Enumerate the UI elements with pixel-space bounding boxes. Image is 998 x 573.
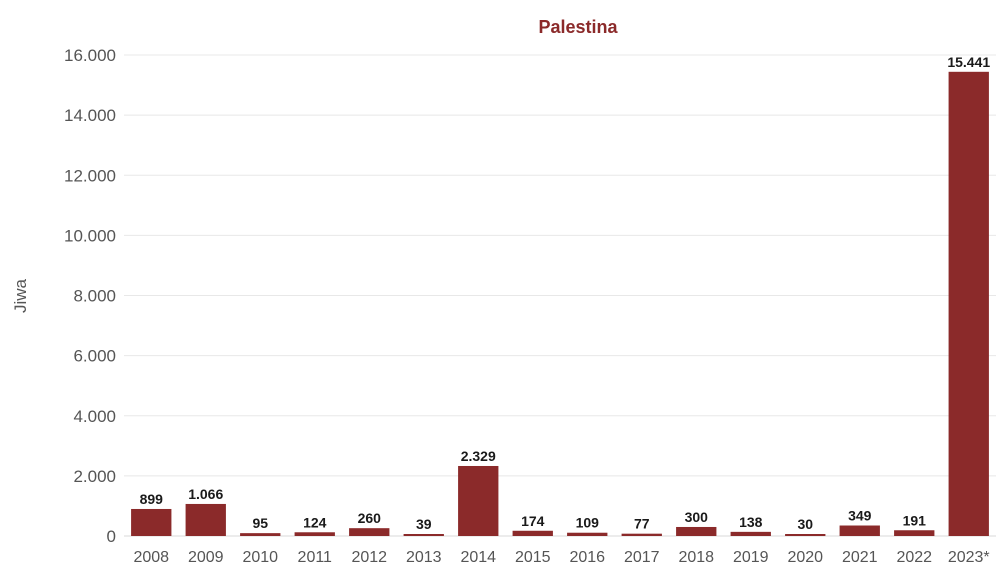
chart-title: Palestina xyxy=(538,17,618,37)
y-axis-ticks: 0 2.000 4.000 6.000 8.000 10.000 12.000 14.000 1… xyxy=(64,46,116,546)
bar-2013 xyxy=(403,534,444,536)
bar-2012 xyxy=(349,528,390,536)
data-label-2011: 124 xyxy=(303,514,327,530)
x-tick-label: 2020 xyxy=(787,549,823,566)
x-tick-label: 2022 xyxy=(896,549,932,566)
y-tick-label: 12.000 xyxy=(64,166,116,185)
y-tick-label: 16.000 xyxy=(64,46,116,65)
x-tick-label: 2011 xyxy=(298,549,333,566)
data-label-2012: 260 xyxy=(358,510,382,526)
data-label-2019: 138 xyxy=(739,514,763,530)
data-label-2009: 1.066 xyxy=(188,486,223,502)
data-label-2014: 2.329 xyxy=(461,448,496,464)
bar-2015 xyxy=(512,530,553,536)
y-tick-label: 2.000 xyxy=(73,467,116,486)
x-tick-label: 2009 xyxy=(188,549,224,566)
y-tick-label: 8.000 xyxy=(73,287,116,306)
x-tick-label: 2015 xyxy=(515,549,551,566)
bar-2021 xyxy=(839,525,880,536)
x-tick-label: 2013 xyxy=(406,549,442,566)
bar-2009 xyxy=(185,503,226,536)
y-tick-label: 14.000 xyxy=(64,106,116,125)
data-label-2013: 39 xyxy=(416,516,432,532)
bar-2019 xyxy=(730,531,771,536)
bar-2016 xyxy=(567,532,608,536)
gridlines xyxy=(124,54,996,537)
data-label-2018: 300 xyxy=(685,509,709,525)
data-label-2015: 174 xyxy=(521,513,545,529)
data-label-2017: 77 xyxy=(634,516,650,532)
x-axis-ticks: 2008 2009 2010 2011 2012 2013 2014 2015 2016 2017… xyxy=(133,549,989,566)
x-tick-label: 2016 xyxy=(569,549,605,566)
y-tick-label: 6.000 xyxy=(73,347,116,366)
bar-2018 xyxy=(676,526,717,536)
bar-2010 xyxy=(240,533,281,536)
data-label-2008: 899 xyxy=(140,491,164,507)
bar-2017 xyxy=(621,533,662,536)
data-label-2020: 30 xyxy=(797,516,813,532)
x-tick-label: 2008 xyxy=(133,549,169,566)
data-label-2023: 15.441 xyxy=(947,54,990,70)
y-tick-label: 0 xyxy=(107,527,116,546)
x-tick-label: 2019 xyxy=(733,549,769,566)
x-tick-label: 2017 xyxy=(624,549,660,566)
x-tick-label: 2012 xyxy=(351,549,387,566)
x-tick-label: 2014 xyxy=(460,549,496,566)
y-tick-label: 4.000 xyxy=(73,407,116,426)
bar-2011 xyxy=(294,532,335,536)
data-label-2010: 95 xyxy=(252,515,268,531)
x-tick-label: 2023* xyxy=(948,549,990,566)
bar-2014 xyxy=(458,465,499,536)
x-tick-label: 2010 xyxy=(242,549,278,566)
x-tick-label: 2018 xyxy=(678,549,714,566)
data-label-2022: 191 xyxy=(903,512,927,528)
x-tick-label: 2021 xyxy=(842,549,878,566)
y-axis-label: Jiwa xyxy=(11,278,30,313)
bar-2008 xyxy=(131,508,172,536)
y-tick-label: 10.000 xyxy=(64,226,116,245)
data-label-2021: 349 xyxy=(848,508,872,524)
bar-2023 xyxy=(948,71,989,537)
data-label-2016: 109 xyxy=(576,515,600,531)
data-labels: 899 1.066 95 124 260 39 2.329 174 109 77 300 138 30 3… xyxy=(140,54,991,532)
bars xyxy=(131,71,989,537)
bar-2020 xyxy=(785,534,826,536)
bar-2022 xyxy=(894,530,935,536)
